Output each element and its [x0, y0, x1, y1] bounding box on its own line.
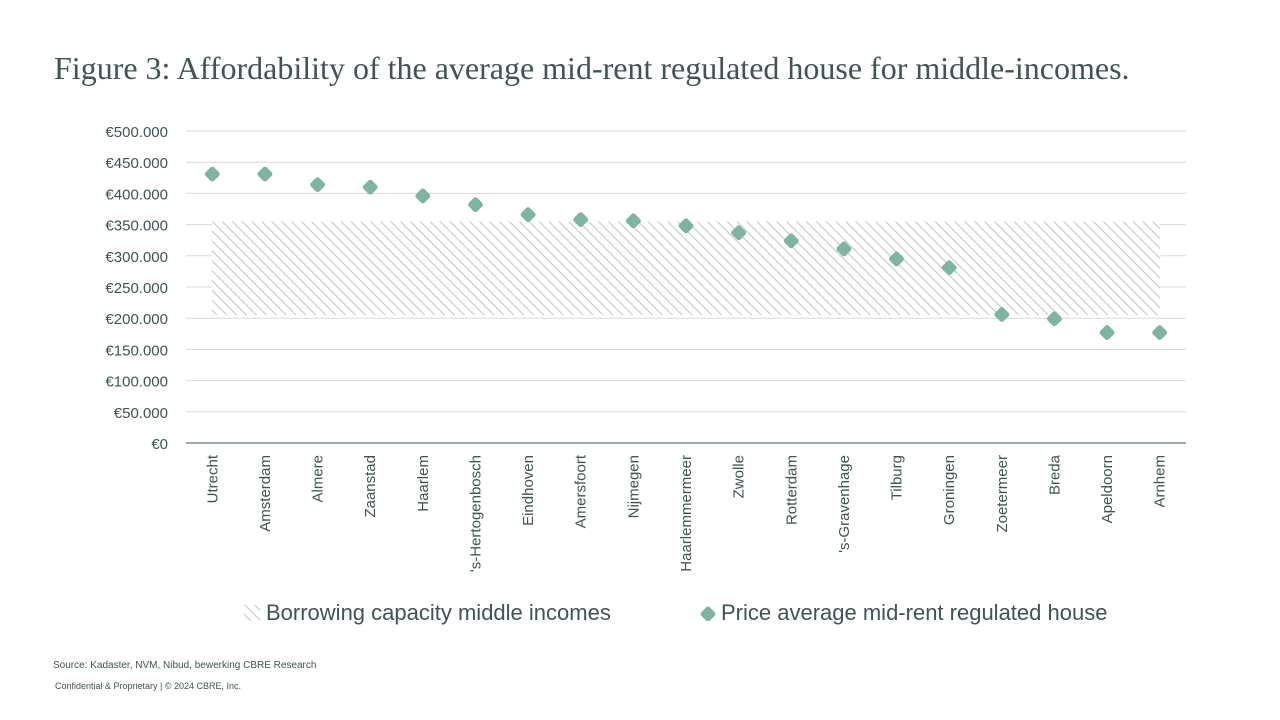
x-tick-label: Almere — [310, 455, 327, 503]
y-tick-label: €250.000 — [105, 280, 168, 297]
price-point — [783, 233, 799, 249]
x-tick-label: 's-Gravenhage — [836, 455, 853, 553]
diamond-marker-icon — [700, 606, 715, 621]
y-tick-label: €0 — [151, 436, 168, 453]
x-axis-tick-labels: Utrecht Amsterdam Almere Zaanstad Haarlem 's-… — [204, 454, 1168, 572]
confidential-note: Confidential & Proprietary | © 2024 CBRE… — [55, 681, 242, 691]
x-tick-label: Tilburg — [889, 455, 906, 500]
price-point — [678, 218, 694, 234]
hatch-swatch-icon — [244, 605, 260, 621]
price-point — [941, 260, 957, 276]
price-points-layer — [204, 166, 1168, 341]
y-tick-label: €150.000 — [105, 342, 168, 359]
y-tick-label: €200.000 — [105, 311, 168, 328]
price-point — [468, 197, 483, 213]
price-point — [362, 179, 378, 195]
y-tick-label: €300.000 — [105, 249, 168, 266]
x-tick-label: Apeldoorn — [1099, 455, 1116, 523]
x-tick-label: Zwolle — [731, 455, 748, 498]
price-point — [573, 212, 589, 228]
price-point — [889, 251, 904, 267]
legend-label-price: Price average mid-rent regulated house — [721, 600, 1108, 625]
y-tick-label: €400.000 — [105, 186, 168, 203]
x-tick-label: Haarlemmermeer — [678, 455, 695, 572]
x-tick-label: Rotterdam — [783, 455, 800, 525]
borrowing-capacity-band-layer — [211, 221, 1161, 316]
legend-item-price: Price average mid-rent regulated house — [699, 600, 1107, 626]
price-point — [836, 241, 852, 257]
price-point — [1099, 325, 1115, 341]
price-point — [1046, 311, 1062, 327]
price-point — [415, 188, 431, 204]
borrowing-capacity-band — [211, 221, 1161, 316]
legend: Borrowing capacity middle incomes Price … — [0, 600, 1280, 630]
x-tick-label: Nijmegen — [625, 455, 642, 518]
y-tick-label: €50.000 — [114, 405, 168, 422]
price-point — [994, 307, 1010, 322]
y-tick-label: €450.000 — [105, 155, 168, 172]
price-point — [731, 225, 747, 241]
x-tick-label: Amsterdam — [257, 455, 274, 532]
price-point — [1152, 325, 1168, 341]
y-tick-label: €350.000 — [105, 218, 168, 235]
source-note: Source: Kadaster, NVM, Nibud, bewerking … — [53, 660, 317, 671]
page-title: Figure 3: Affordability of the average m… — [54, 50, 1130, 86]
y-tick-label: €500.000 — [105, 124, 168, 141]
x-tick-label: Amersfoort — [573, 454, 590, 528]
legend-label-borrowing-capacity: Borrowing capacity middle incomes — [266, 600, 611, 625]
legend-item-borrowing-capacity: Borrowing capacity middle incomes — [244, 600, 611, 626]
price-point — [520, 207, 536, 223]
price-point — [310, 177, 326, 193]
affordability-chart: €0 €50.000 €100.000 €150.000 €200.000 €250.00… — [105, 124, 1186, 572]
price-point — [257, 166, 273, 182]
price-point — [204, 166, 220, 182]
x-tick-label: Groningen — [941, 455, 958, 525]
x-tick-label: Utrecht — [204, 454, 221, 503]
y-axis-tick-labels: €0 €50.000 €100.000 €150.000 €200.000 €250.00… — [105, 124, 168, 453]
price-point — [625, 213, 641, 229]
x-tick-label: Zaanstad — [362, 455, 379, 518]
x-tick-label: 's-Hertogenbosch — [467, 455, 484, 572]
y-tick-label: €100.000 — [105, 374, 168, 391]
x-tick-label: Arnhem — [1152, 455, 1169, 508]
x-tick-label: Breda — [1046, 454, 1063, 495]
x-tick-label: Zoetermeer — [994, 455, 1011, 533]
x-tick-label: Haarlem — [415, 455, 432, 512]
x-tick-label: Eindhoven — [520, 455, 537, 526]
